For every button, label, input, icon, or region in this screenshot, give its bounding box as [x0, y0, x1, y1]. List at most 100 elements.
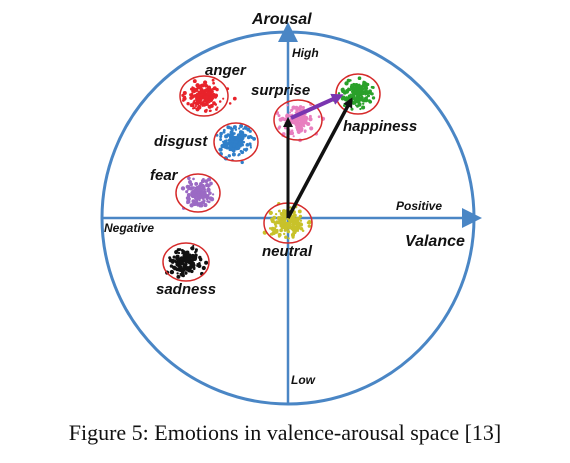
- cluster-dot: [187, 260, 191, 264]
- cluster-dot: [195, 97, 200, 102]
- cluster-dot: [219, 131, 223, 136]
- cluster-dot: [197, 189, 200, 192]
- cluster-dot: [367, 99, 371, 103]
- cluster-dot: [215, 108, 218, 111]
- cluster-dot: [188, 265, 193, 270]
- cluster-dot: [246, 142, 249, 146]
- cluster-dot: [240, 150, 245, 155]
- cluster-dot: [211, 78, 215, 82]
- cluster-dot: [359, 98, 363, 102]
- cluster-dot: [220, 143, 225, 149]
- cluster-anger: [179, 75, 237, 117]
- cluster-dot: [219, 134, 223, 139]
- cluster-dot: [191, 86, 194, 89]
- cluster-dot: [188, 200, 191, 203]
- cluster-dot: [180, 249, 184, 252]
- valence-arousal-diagram: Arousal High Low Positive Negative Valan…: [100, 11, 482, 406]
- cluster-dot: [302, 119, 307, 124]
- label-neutral: neutral: [262, 243, 313, 260]
- cluster-dot: [185, 190, 189, 194]
- cluster-dot: [295, 216, 300, 221]
- cluster-dot: [184, 271, 188, 275]
- cluster-dot: [278, 234, 282, 238]
- cluster-dot: [187, 197, 191, 201]
- cluster-dot: [298, 108, 302, 112]
- cluster-dot: [202, 95, 206, 99]
- cluster-dot: [234, 140, 238, 144]
- cluster-dot: [304, 117, 307, 121]
- cluster-dot: [299, 226, 304, 231]
- cluster-dot: [193, 202, 197, 207]
- cluster-dot: [349, 85, 353, 89]
- cluster-dot: [239, 140, 244, 145]
- cluster-dot: [211, 193, 215, 196]
- valance-title: Valance: [405, 233, 465, 250]
- cluster-dot: [177, 251, 181, 255]
- cluster-dot: [194, 249, 198, 253]
- cluster-dot: [204, 260, 209, 265]
- cluster-dot: [292, 118, 296, 123]
- cluster-disgust: [213, 122, 259, 165]
- cluster-dot: [180, 272, 184, 276]
- cluster-dot: [292, 135, 295, 138]
- arrow-surprise-to-happiness: [290, 93, 344, 120]
- cluster-dot: [285, 114, 289, 118]
- cluster-dot: [201, 194, 206, 199]
- cluster-dot: [196, 92, 199, 95]
- cluster-dot: [302, 124, 305, 128]
- cluster-dot: [294, 105, 299, 111]
- cluster-dot: [350, 96, 353, 99]
- cluster-dot: [244, 149, 248, 152]
- cluster-dot: [197, 103, 200, 106]
- cluster-dot: [249, 144, 252, 148]
- cluster-dot: [360, 95, 364, 98]
- cluster-dot: [317, 115, 321, 119]
- cluster-dot: [283, 214, 287, 218]
- cluster-dot: [352, 82, 356, 87]
- cluster-dot: [222, 130, 226, 134]
- cluster-dot: [367, 91, 371, 95]
- cluster-dot: [292, 221, 297, 226]
- cluster-dot: [279, 212, 283, 216]
- cluster-dot: [230, 132, 235, 137]
- cluster-dot: [214, 103, 218, 106]
- label-disgust: disgust: [154, 133, 208, 150]
- cluster-dot: [183, 264, 186, 267]
- cluster-dot: [286, 104, 289, 107]
- cluster-dot: [270, 211, 273, 214]
- cluster-dot: [303, 129, 307, 133]
- cluster-happiness: [332, 73, 381, 115]
- cluster-dot: [308, 114, 312, 118]
- cluster-dot: [366, 82, 370, 87]
- cluster-dot: [180, 268, 185, 273]
- cluster-dot: [286, 229, 291, 234]
- cluster-dot: [207, 195, 210, 199]
- cluster-dot: [231, 152, 236, 157]
- cluster-dot: [289, 111, 292, 114]
- cluster-dot: [206, 86, 211, 91]
- cluster-dot: [193, 99, 196, 103]
- cluster-dot: [169, 264, 174, 268]
- cluster-dot: [278, 117, 283, 122]
- cluster-dot: [296, 222, 300, 227]
- cluster-dot: [186, 268, 190, 272]
- cluster-dot: [227, 154, 231, 158]
- cluster-dot: [224, 143, 229, 147]
- cluster-dot: [189, 182, 194, 187]
- cluster-dot: [195, 88, 199, 93]
- cluster-dot: [207, 104, 212, 109]
- cluster-dot: [296, 90, 299, 93]
- cluster-dot: [198, 85, 203, 90]
- cluster-dot: [205, 95, 209, 99]
- cluster-dot: [212, 81, 215, 85]
- cluster-dot: [277, 114, 281, 118]
- cluster-dot: [350, 90, 354, 93]
- cluster-dot: [354, 85, 359, 90]
- negative-label: Negative: [104, 221, 154, 235]
- cluster-dot: [230, 127, 234, 131]
- cluster-dot: [180, 186, 186, 191]
- cluster-dot: [277, 209, 281, 213]
- cluster-dot: [237, 154, 240, 157]
- cluster-dot: [269, 232, 273, 236]
- cluster-dot: [290, 131, 295, 136]
